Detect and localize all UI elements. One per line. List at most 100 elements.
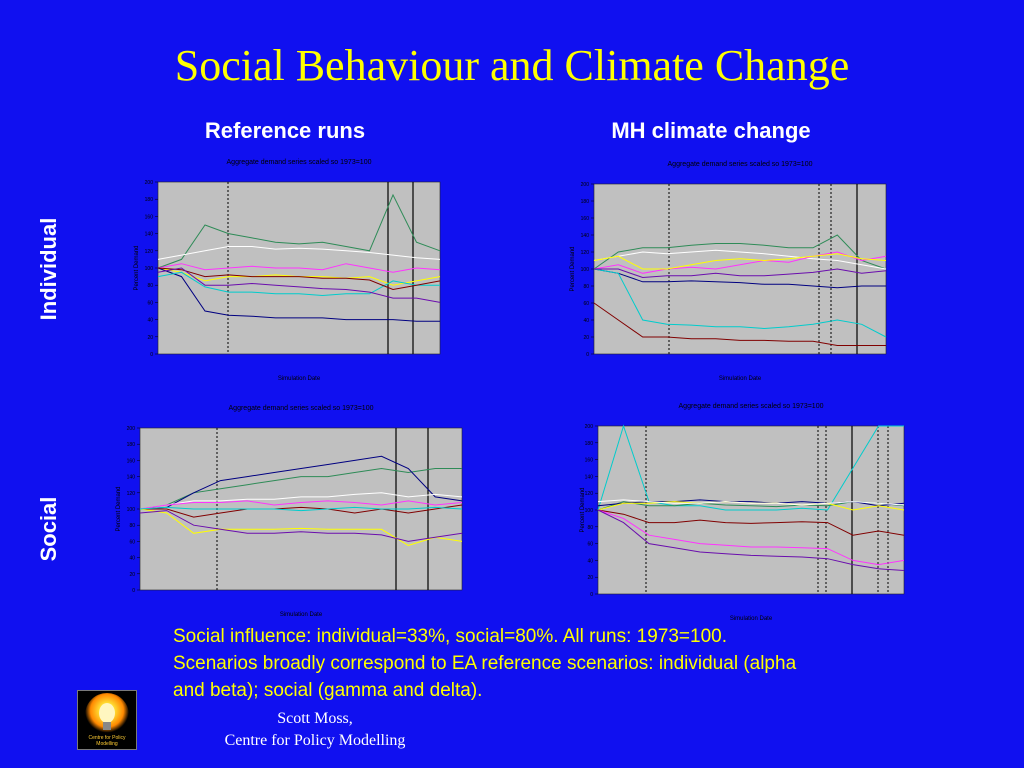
y-tick-label: 180 bbox=[585, 441, 594, 447]
y-tick-label: 120 bbox=[127, 491, 136, 497]
y-axis-label: Percent Demand bbox=[116, 486, 122, 531]
y-tick-label: 0 bbox=[150, 352, 153, 358]
series-line bbox=[139, 506, 463, 512]
series-line bbox=[139, 492, 463, 510]
caption-line: Scenarios broadly correspond to EA refer… bbox=[173, 653, 797, 674]
series-line bbox=[157, 267, 441, 291]
series-line bbox=[597, 499, 905, 506]
y-tick-label: 100 bbox=[585, 508, 594, 514]
author-affiliation: Centre for Policy Modelling bbox=[224, 732, 406, 749]
series-line bbox=[157, 193, 441, 269]
y-tick-label: 120 bbox=[585, 491, 594, 497]
x-axis-label: Simulation Date bbox=[278, 376, 321, 382]
column-header-reference-runs: Reference runs bbox=[204, 118, 366, 143]
series-line bbox=[593, 268, 886, 289]
chart-svg: Aggregate demand series scaled so 1973=1… bbox=[116, 405, 463, 618]
y-tick-label: 80 bbox=[129, 523, 135, 529]
series-line bbox=[157, 267, 441, 303]
y-tick-label: 100 bbox=[145, 266, 154, 272]
light-bulb-icon bbox=[85, 693, 129, 737]
chart-panel-individual-mh-climate: Aggregate demand series scaled so 1973=1… bbox=[564, 152, 894, 392]
logo-caption: Centre for Policy Modelling bbox=[88, 735, 126, 747]
chart-panel-social-reference: Aggregate demand series scaled so 1973=1… bbox=[110, 400, 470, 625]
x-axis-label: Simulation Date bbox=[719, 376, 762, 382]
row-label-social: Social bbox=[36, 496, 61, 562]
y-tick-label: 160 bbox=[585, 458, 594, 464]
chart-svg: Aggregate demand series scaled so 1973=1… bbox=[134, 159, 441, 382]
author-name: Scott Moss, bbox=[277, 710, 353, 727]
series-line bbox=[593, 249, 887, 270]
y-tick-label: 200 bbox=[145, 180, 154, 186]
series-line bbox=[139, 500, 463, 510]
y-tick-label: 180 bbox=[127, 442, 136, 448]
y-tick-label: 20 bbox=[147, 335, 153, 341]
y-tick-label: 180 bbox=[581, 199, 590, 205]
author-credit: Scott Moss, Centre for Policy Modelling bbox=[200, 708, 430, 752]
series-line bbox=[597, 509, 905, 536]
series-line bbox=[593, 268, 887, 338]
series-line bbox=[593, 251, 887, 274]
caption: Social influence: individual=33%, social… bbox=[173, 623, 973, 704]
y-tick-label: 160 bbox=[145, 214, 154, 220]
y-axis-label: Percent Demand bbox=[580, 487, 586, 532]
y-tick-label: 160 bbox=[581, 216, 590, 222]
slide-title: Social Behaviour and Climate Change bbox=[174, 41, 850, 90]
y-tick-label: 180 bbox=[145, 197, 154, 203]
series-line bbox=[140, 504, 463, 518]
y-tick-label: 40 bbox=[583, 318, 589, 324]
y-tick-label: 80 bbox=[583, 284, 589, 290]
y-tick-label: 20 bbox=[587, 575, 593, 581]
y-tick-label: 200 bbox=[127, 426, 136, 432]
series-line bbox=[597, 509, 905, 571]
series-line bbox=[157, 246, 441, 260]
series-line bbox=[157, 267, 440, 322]
y-tick-label: 200 bbox=[585, 424, 594, 430]
y-tick-label: 160 bbox=[127, 458, 136, 464]
y-tick-label: 40 bbox=[129, 556, 135, 562]
y-tick-label: 80 bbox=[587, 525, 593, 531]
y-tick-label: 140 bbox=[145, 232, 154, 238]
chart-panel-social-mh-climate: Aggregate demand series scaled so 1973=1… bbox=[574, 400, 914, 625]
chart-title: Aggregate demand series scaled so 1973=1… bbox=[668, 161, 813, 168]
y-tick-label: 0 bbox=[586, 352, 589, 358]
x-axis-label: Simulation Date bbox=[730, 616, 773, 622]
chart-panel-individual-reference: Aggregate demand series scaled so 1973=1… bbox=[128, 150, 448, 390]
plot-area bbox=[593, 183, 887, 355]
centre-logo: Centre for Policy Modelling bbox=[77, 690, 137, 750]
y-tick-label: 40 bbox=[587, 558, 593, 564]
y-tick-label: 60 bbox=[583, 301, 589, 307]
y-tick-label: 20 bbox=[583, 335, 589, 341]
y-tick-label: 140 bbox=[581, 233, 590, 239]
series-line bbox=[594, 268, 887, 279]
y-tick-label: 200 bbox=[581, 182, 590, 188]
y-axis-label: Percent Demand bbox=[134, 245, 140, 290]
x-axis-label: Simulation Date bbox=[280, 612, 323, 618]
chart-title: Aggregate demand series scaled so 1973=1… bbox=[229, 405, 374, 412]
series-line bbox=[157, 271, 440, 297]
y-tick-label: 60 bbox=[587, 542, 593, 548]
series-line bbox=[597, 509, 905, 566]
y-tick-label: 0 bbox=[590, 592, 593, 598]
series-line bbox=[139, 510, 463, 542]
series-line bbox=[139, 508, 463, 546]
y-axis-label: Percent Demand bbox=[570, 246, 576, 291]
y-tick-label: 100 bbox=[127, 507, 136, 513]
caption-line: and beta); social (gamma and delta). bbox=[173, 680, 483, 701]
y-tick-label: 120 bbox=[145, 249, 154, 255]
series-line bbox=[593, 234, 887, 270]
series-line bbox=[593, 253, 887, 270]
y-tick-label: 60 bbox=[147, 300, 153, 306]
y-tick-label: 140 bbox=[127, 475, 136, 481]
y-tick-label: 60 bbox=[129, 539, 135, 545]
series-line bbox=[139, 455, 463, 510]
y-tick-label: 140 bbox=[585, 474, 594, 480]
caption-line: Social influence: individual=33%, social… bbox=[173, 626, 728, 647]
chart-title: Aggregate demand series scaled so 1973=1… bbox=[227, 159, 372, 166]
series-line bbox=[593, 302, 886, 346]
series-line bbox=[157, 263, 441, 273]
y-tick-label: 20 bbox=[129, 572, 135, 578]
y-tick-label: 0 bbox=[132, 588, 135, 594]
y-tick-label: 120 bbox=[581, 250, 590, 256]
y-tick-label: 40 bbox=[147, 318, 153, 324]
chart-title: Aggregate demand series scaled so 1973=1… bbox=[679, 403, 824, 410]
